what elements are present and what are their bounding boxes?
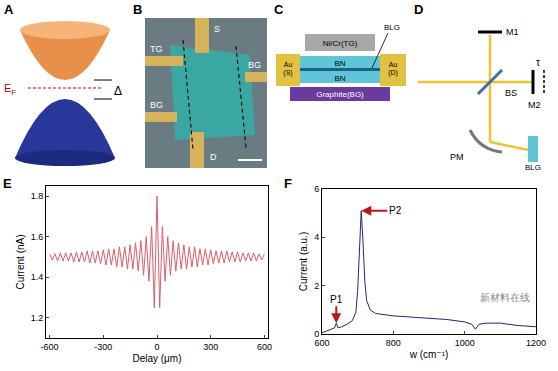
svg-text:Delay (μm): Delay (μm) <box>132 353 181 364</box>
svg-text:P2: P2 <box>389 205 402 216</box>
html-text:E: E <box>3 176 12 191</box>
svg-text:2: 2 <box>314 281 319 291</box>
svg-text:0: 0 <box>154 342 159 352</box>
svg-text:S: S <box>214 24 220 34</box>
svg-text:M2: M2 <box>528 100 541 110</box>
svg-text:τ: τ <box>536 57 540 68</box>
svg-text:新材料在线: 新材料在线 <box>480 292 530 303</box>
svg-text:600: 600 <box>257 342 272 352</box>
svg-text:1200: 1200 <box>526 338 546 348</box>
svg-text:Graphite(BG): Graphite(BG) <box>316 90 364 99</box>
svg-text:-300: -300 <box>94 342 112 352</box>
svg-text:A: A <box>4 2 14 17</box>
svg-text:BG: BG <box>248 60 261 70</box>
svg-text:Ni/Cr(TG): Ni/Cr(TG) <box>323 39 358 48</box>
svg-text:D: D <box>414 2 423 17</box>
svg-text:Δ: Δ <box>114 84 122 98</box>
svg-text:0: 0 <box>314 329 319 339</box>
svg-text:PM: PM <box>450 152 464 162</box>
svg-text:Current (a.u.): Current (a.u.) <box>298 232 309 291</box>
svg-text:6: 6 <box>314 184 319 194</box>
svg-text:BS: BS <box>505 88 517 98</box>
html-text:F: F <box>284 176 292 191</box>
svg-text:800: 800 <box>386 338 401 348</box>
svg-text:TG: TG <box>150 44 163 54</box>
svg-text:BN: BN <box>334 59 345 68</box>
svg-text:D: D <box>210 152 217 162</box>
svg-text:BN: BN <box>334 74 345 83</box>
svg-text:C: C <box>274 2 284 17</box>
svg-text:1.8: 1.8 <box>31 191 44 201</box>
svg-text:1.2: 1.2 <box>31 313 44 323</box>
svg-text:1.4: 1.4 <box>31 272 44 282</box>
svg-text:EF: EF <box>4 82 16 97</box>
svg-text:B: B <box>133 2 142 17</box>
svg-text:BLG: BLG <box>384 23 400 32</box>
svg-text:600: 600 <box>314 338 329 348</box>
svg-text:1000: 1000 <box>455 338 475 348</box>
svg-text:-600: -600 <box>41 342 59 352</box>
svg-text:Au(D): Au(D) <box>388 61 398 77</box>
svg-text:1.6: 1.6 <box>31 232 44 242</box>
svg-text:P1: P1 <box>330 294 343 305</box>
svg-text:300: 300 <box>203 342 218 352</box>
svg-text:Current (nA): Current (nA) <box>15 234 26 289</box>
svg-text:BLG: BLG <box>525 163 541 172</box>
svg-text:Au(S): Au(S) <box>283 61 292 77</box>
svg-text:w (cm⁻¹): w (cm⁻¹) <box>409 349 449 360</box>
svg-text:BG: BG <box>150 100 163 110</box>
svg-text:4: 4 <box>314 232 319 242</box>
svg-text:M1: M1 <box>506 27 519 37</box>
